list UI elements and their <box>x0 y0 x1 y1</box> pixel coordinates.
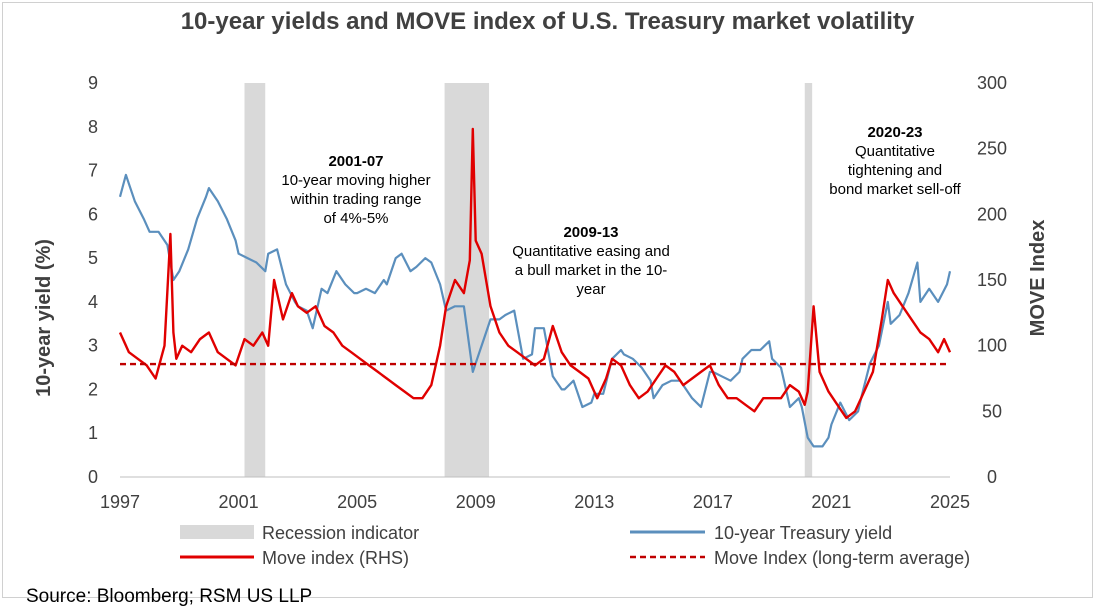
right-y-tick-label: 100 <box>977 336 1007 356</box>
x-tick-label: 1997 <box>100 492 140 512</box>
legend-label-move-average: Move Index (long-term average) <box>714 548 970 568</box>
right-y-tick-label: 200 <box>977 204 1007 224</box>
annotation-line: bond market sell-off <box>829 181 961 198</box>
recession-band-1 <box>244 83 266 477</box>
left-y-tick-label: 6 <box>88 204 98 224</box>
chart-title: 10-year yields and MOVE index of U.S. Tr… <box>180 8 915 35</box>
legend-label-move: Move index (RHS) <box>262 548 409 568</box>
legend-swatch-recession <box>180 525 254 539</box>
right-y-axis-ticks: 0 50 100 150 200 250 300 <box>977 73 1007 487</box>
right-y-tick-label: 0 <box>987 467 997 487</box>
chart-frame <box>2 2 1093 598</box>
left-y-tick-label: 0 <box>88 467 98 487</box>
left-y-tick-label: 2 <box>88 379 98 399</box>
right-axis-title: MOVE Index <box>1027 220 1049 337</box>
left-y-tick-label: 7 <box>88 161 98 181</box>
x-tick-label: 2021 <box>811 492 851 512</box>
annotation-line: year <box>576 281 605 298</box>
yield-series-line <box>118 173 952 448</box>
right-y-tick-label: 300 <box>977 73 1007 93</box>
right-y-tick-label: 150 <box>977 270 1007 290</box>
move-index-series-line <box>118 127 952 420</box>
annotation-line: 10-year moving higher <box>281 172 430 189</box>
annotation-heading: 2020-23 <box>867 124 922 141</box>
annotation-line: of 4%-5% <box>323 210 388 227</box>
annotation-line: a bull market in the 10- <box>515 262 668 279</box>
left-y-axis-ticks: 0 1 2 3 4 5 6 7 8 9 <box>88 73 98 487</box>
left-y-tick-label: 1 <box>88 423 98 443</box>
annotation-heading: 2009-13 <box>563 224 618 241</box>
annotation-line: within trading range <box>290 191 422 208</box>
legend-label-recession: Recession indicator <box>262 523 419 543</box>
left-axis-title: 10-year yield (%) <box>33 239 55 397</box>
legend-label-yield: 10-year Treasury yield <box>714 523 892 543</box>
recession-bands <box>244 83 813 477</box>
annotations: 2001-07 10-year moving higher within tradi… <box>281 124 961 298</box>
right-y-tick-label: 50 <box>982 401 1002 421</box>
left-y-tick-label: 3 <box>88 336 98 356</box>
annotation-line: tightening and <box>848 162 942 179</box>
x-tick-label: 2005 <box>337 492 377 512</box>
x-tick-label: 2017 <box>693 492 733 512</box>
x-axis-ticks: 1997 2001 2005 2009 2013 2017 2021 2025 <box>100 492 970 512</box>
left-y-tick-label: 8 <box>88 117 98 137</box>
left-y-tick-label: 5 <box>88 248 98 268</box>
x-tick-label: 2009 <box>456 492 496 512</box>
annotation-heading: 2001-07 <box>328 153 383 170</box>
x-tick-label: 2025 <box>930 492 970 512</box>
source-note: Source: Bloomberg; RSM US LLP <box>26 586 313 607</box>
series-group <box>118 127 952 448</box>
left-y-tick-label: 9 <box>88 73 98 93</box>
recession-band-3 <box>804 83 813 477</box>
legend: Recession indicator 10-year Treasury yie… <box>180 523 970 568</box>
annotation-line: Quantitative <box>855 143 935 160</box>
right-y-tick-label: 250 <box>977 139 1007 159</box>
x-tick-label: 2013 <box>574 492 614 512</box>
annotation-line: Quantitative easing and <box>512 243 670 260</box>
left-y-tick-label: 4 <box>88 292 98 312</box>
x-tick-label: 2001 <box>219 492 259 512</box>
